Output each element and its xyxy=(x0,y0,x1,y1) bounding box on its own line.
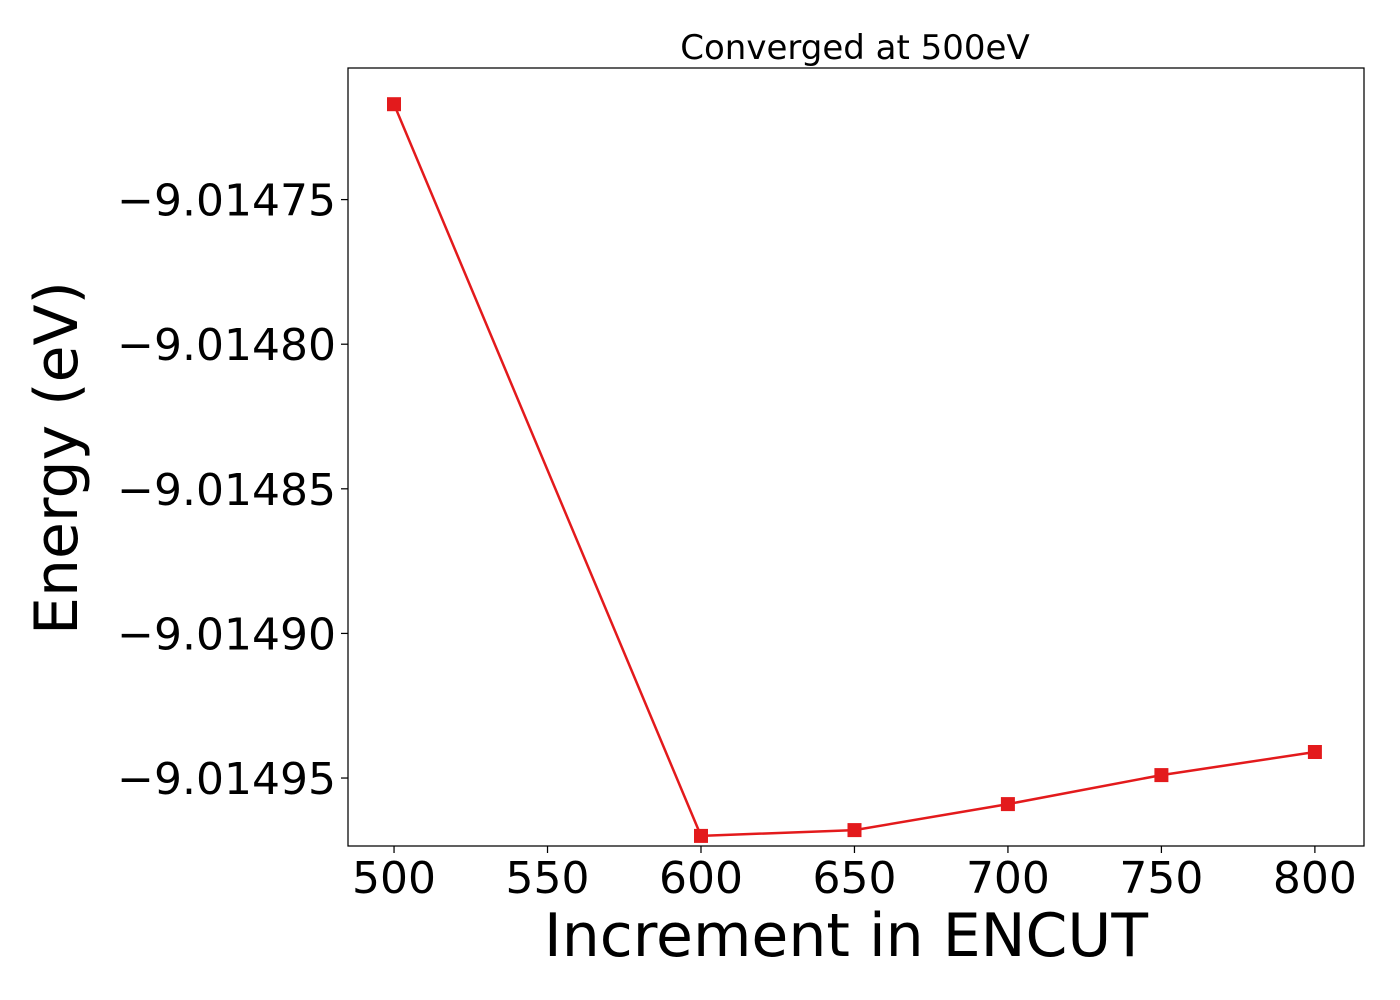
y-tick-label: −9.01480 xyxy=(117,320,336,371)
series-line xyxy=(392,103,1316,838)
y-tick-label: −9.01495 xyxy=(117,754,336,805)
x-tick-label: 700 xyxy=(966,853,1050,904)
x-axis-label: Increment in ENCUT xyxy=(544,901,1148,971)
y-tick-label: −9.01475 xyxy=(117,176,336,227)
chart-title: Converged at 500eV xyxy=(680,28,1029,68)
data-point-marker xyxy=(387,97,401,112)
x-tick-label: 800 xyxy=(1273,853,1357,904)
x-tick-label: 500 xyxy=(352,853,436,904)
x-tick-label: 650 xyxy=(812,853,896,904)
y-axis-label: Energy (eV) xyxy=(22,281,92,635)
plot-area-frame xyxy=(347,67,1365,847)
x-tick-label: 750 xyxy=(1119,853,1203,904)
data-point-marker xyxy=(1307,745,1322,759)
data-point-marker xyxy=(694,828,708,843)
x-tick-label: 550 xyxy=(506,853,590,904)
series-layer xyxy=(387,97,1322,843)
x-tick-label: 600 xyxy=(659,853,743,904)
y-axis-ticks: −9.01475 −9.01480 −9.01485 −9.01490 −9.01495 xyxy=(117,176,348,805)
data-point-marker xyxy=(847,823,862,838)
data-point-marker xyxy=(1154,768,1169,783)
data-point-marker xyxy=(1000,797,1015,812)
x-axis-ticks: 500 550 600 650 700 750 800 xyxy=(352,846,1357,904)
y-tick-label: −9.01490 xyxy=(117,609,336,660)
y-tick-label: −9.01485 xyxy=(117,465,336,516)
